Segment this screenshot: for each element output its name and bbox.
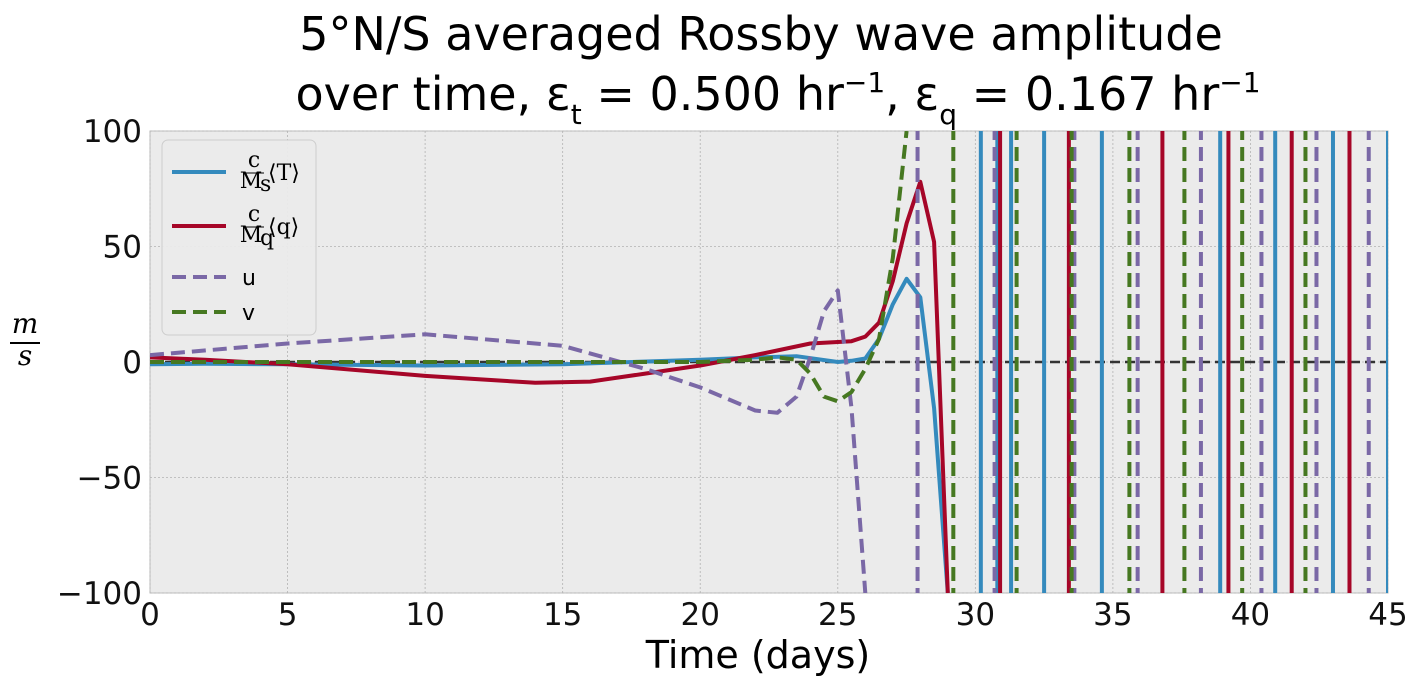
legend-box (161, 139, 317, 336)
legend-label-v: v (242, 301, 255, 326)
series-line-v (150, 131, 909, 404)
chart-title-line2: over time, εt = 0.500 hr−1, εq = 0.167 h… (295, 66, 1260, 131)
x-tick-label: 35 (1093, 597, 1132, 633)
series-line-q (150, 179, 950, 593)
svg-text:q: q (260, 226, 274, 251)
y-tick-label: 100 (83, 114, 142, 150)
x-axis-label: Time (days) (645, 633, 870, 677)
series-v (150, 131, 1308, 593)
svg-text:⟨T⟩: ⟨T⟩ (268, 161, 300, 186)
y-axis-label: m s (10, 307, 40, 372)
x-tick-label: 45 (1368, 597, 1407, 633)
y-axis-label-denominator: s (18, 339, 32, 372)
svg-text:c: c (248, 202, 260, 227)
x-tick-label: 5 (278, 597, 298, 633)
svg-text:s: s (260, 172, 271, 197)
y-tick-label: 50 (103, 230, 142, 266)
y-tick-label: −50 (77, 461, 142, 497)
series-layer (150, 131, 1388, 593)
legend-label-u: u (242, 266, 256, 291)
x-axis-ticks: 0 5 10 15 20 25 30 35 40 45 (140, 597, 1408, 633)
x-tick-label: 25 (818, 597, 857, 633)
chart-title-line1: 5°N/S averaged Rossby wave amplitude (299, 7, 1223, 61)
y-tick-label: −100 (57, 576, 142, 612)
x-tick-label: 15 (543, 597, 582, 633)
x-tick-label: 30 (956, 597, 995, 633)
legend: c M s ⟨T⟩ c M q ⟨q⟩ u v (161, 139, 317, 336)
legend-label-T: c M s ⟨T⟩ (240, 148, 300, 197)
x-tick-label: 40 (1231, 597, 1270, 633)
series-q (150, 131, 1352, 593)
series-line-T (150, 276, 950, 593)
svg-text:⟨q⟩: ⟨q⟩ (268, 215, 299, 240)
svg-text:M: M (240, 169, 263, 194)
series-line-u (150, 288, 868, 593)
legend-label-q: c M q ⟨q⟩ (240, 202, 300, 251)
x-tick-label: 20 (680, 597, 719, 633)
series-u (150, 131, 1371, 593)
x-tick-label: 0 (140, 597, 160, 633)
x-tick-label: 10 (405, 597, 444, 633)
svg-text:M: M (240, 223, 263, 248)
series-T (150, 131, 1388, 593)
y-tick-label: 0 (122, 345, 142, 381)
y-axis-ticks: −100 −50 0 50 100 (57, 114, 142, 612)
svg-text:c: c (248, 148, 260, 173)
y-axis-label-numerator: m (12, 307, 39, 340)
